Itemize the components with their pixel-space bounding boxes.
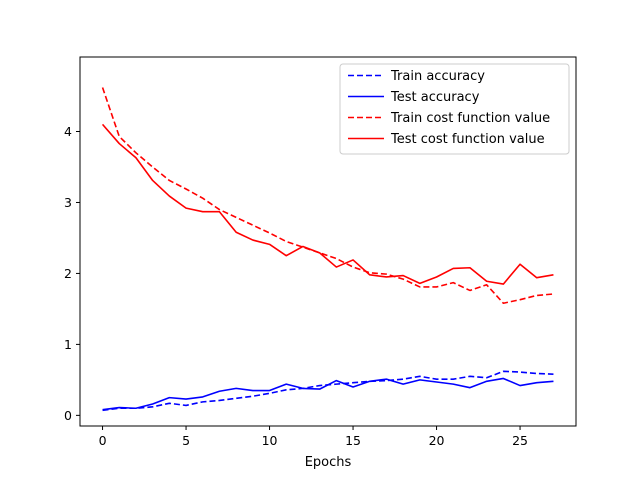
series-lines [101, 87, 554, 412]
x-tick-label: 10 [262, 433, 278, 448]
x-tick-label: 15 [345, 433, 361, 448]
legend: Train accuracy Test accuracy Train cost fu… [339, 63, 570, 155]
series-line-4 [101, 123, 554, 285]
y-tick-label: 1 [64, 337, 72, 352]
y-tick-label: 0 [64, 408, 72, 423]
y-tick-label: 4 [64, 124, 72, 139]
x-tick-label: 0 [99, 433, 107, 448]
y-tick-label: 2 [64, 266, 72, 281]
series-line-1 [102, 370, 554, 412]
x-tick-label: 5 [182, 433, 190, 448]
series-line-2 [102, 377, 554, 411]
plot-frame [79, 56, 577, 427]
legend-label: Train accuracy [390, 69, 485, 84]
legend-label: Test accuracy [390, 90, 480, 105]
x-axis: 0 5 10 15 20 25 [99, 426, 528, 448]
y-tick-label: 3 [64, 195, 72, 210]
legend-label: Train cost function value [390, 111, 550, 126]
legend-label: Test cost function value [390, 132, 545, 147]
x-axis-label: Epochs [305, 455, 352, 470]
x-tick-label: 25 [512, 433, 528, 448]
legend-box [339, 63, 570, 155]
x-tick-label: 20 [429, 433, 445, 448]
y-axis: 0 1 2 3 4 [64, 124, 80, 423]
series-line-3 [101, 87, 554, 305]
